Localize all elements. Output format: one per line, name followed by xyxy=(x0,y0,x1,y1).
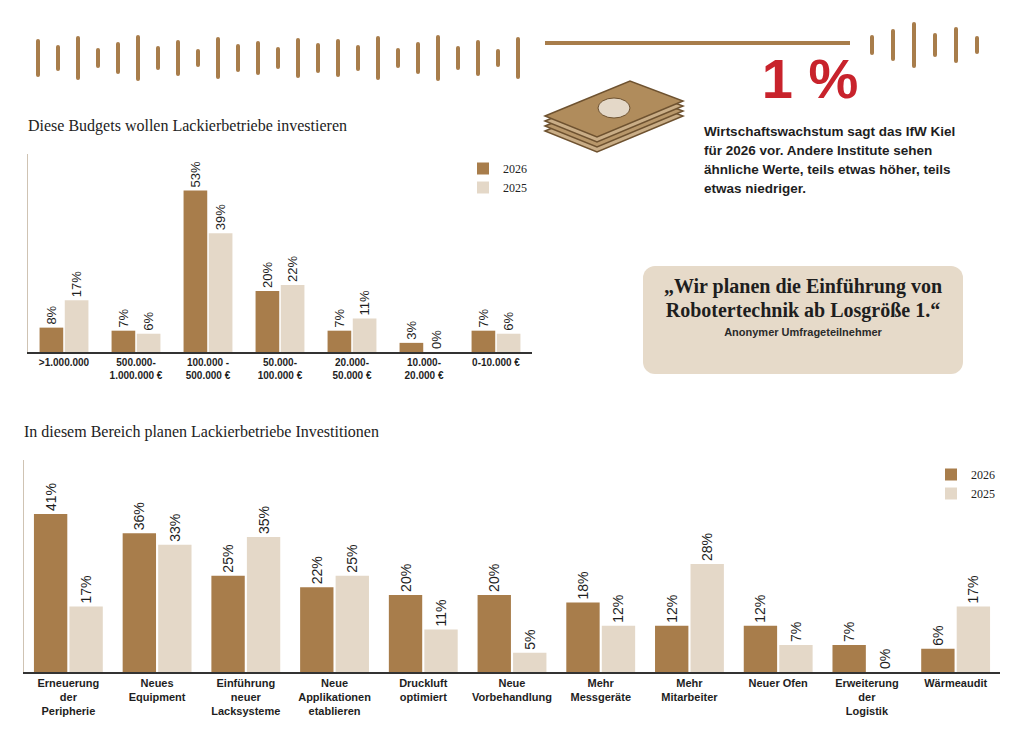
svg-text:2025: 2025 xyxy=(971,487,995,501)
svg-text:28%: 28% xyxy=(699,533,715,561)
html-text:Wirtschaftswachstum sagt das I: Wirtschaftswachstum sagt das IfW Kiel fü… xyxy=(704,124,956,196)
svg-text:7%: 7% xyxy=(476,308,491,327)
svg-text:MehrMessgeräte: MehrMessgeräte xyxy=(570,677,631,703)
svg-text:36%: 36% xyxy=(131,502,147,530)
svg-text:ErweiterungderLogistik: ErweiterungderLogistik xyxy=(835,677,899,718)
svg-text:>1.000.000: >1.000.000 xyxy=(39,357,90,368)
svg-text:5%: 5% xyxy=(522,629,538,649)
svg-text:20%: 20% xyxy=(260,262,275,288)
svg-text:0%: 0% xyxy=(429,330,444,349)
svg-text:7%: 7% xyxy=(332,308,347,327)
svg-text:ErneuerungderPeripherie: ErneuerungderPeripherie xyxy=(37,677,99,718)
svg-text:12%: 12% xyxy=(610,595,626,623)
svg-text:500.000-1.000.000 €: 500.000-1.000.000 € xyxy=(110,357,163,381)
svg-text:41%: 41% xyxy=(43,483,59,511)
svg-text:20%: 20% xyxy=(486,564,502,592)
svg-text:22%: 22% xyxy=(285,256,300,282)
svg-text:Druckluftoptimiert: Druckluftoptimiert xyxy=(399,677,448,703)
svg-text:7%: 7% xyxy=(841,622,857,642)
svg-text:11%: 11% xyxy=(433,600,449,627)
svg-text:0%: 0% xyxy=(877,649,893,669)
svg-text:53%: 53% xyxy=(188,161,203,187)
svg-text:6%: 6% xyxy=(930,626,946,646)
html-text:Anonymer Umfrageteilnehmer: Anonymer Umfrageteilnehmer xyxy=(724,326,882,338)
svg-text:0-10.000 €: 0-10.000 € xyxy=(472,357,520,368)
html-text:„Wir planen die Einführung von: „Wir planen die Einführung von Roboterte… xyxy=(663,275,943,321)
svg-text:2026: 2026 xyxy=(971,468,995,482)
svg-text:20.000-50.000 €: 20.000-50.000 € xyxy=(333,357,372,381)
svg-text:35%: 35% xyxy=(256,506,272,534)
svg-text:11%: 11% xyxy=(357,290,372,315)
svg-text:3%: 3% xyxy=(404,321,419,340)
svg-text:Diese Budgets wollen Lackierbe: Diese Budgets wollen Lackierbetriebe inv… xyxy=(28,117,347,135)
svg-text:25%: 25% xyxy=(344,545,360,573)
svg-text:NeuesEquipment: NeuesEquipment xyxy=(129,677,186,703)
html-text:1 %: 1 % xyxy=(761,47,859,110)
svg-text:8%: 8% xyxy=(44,305,59,324)
svg-text:EinführungneuerLacksysteme: EinführungneuerLacksysteme xyxy=(211,677,280,718)
svg-text:12%: 12% xyxy=(752,595,768,623)
svg-text:50.000-100.000 €: 50.000-100.000 € xyxy=(258,357,303,381)
svg-text:7%: 7% xyxy=(116,308,131,327)
svg-text:22%: 22% xyxy=(309,556,325,584)
svg-text:25%: 25% xyxy=(220,545,236,573)
svg-text:39%: 39% xyxy=(213,204,228,230)
svg-text:100.000 -500.000 €: 100.000 -500.000 € xyxy=(186,357,231,381)
svg-text:17%: 17% xyxy=(78,575,94,603)
svg-text:17%: 17% xyxy=(69,271,84,297)
svg-text:NeueVorbehandlung: NeueVorbehandlung xyxy=(472,677,552,703)
svg-text:Neuer Ofen: Neuer Ofen xyxy=(749,677,809,689)
svg-text:MehrMitarbeiter: MehrMitarbeiter xyxy=(661,677,718,703)
svg-text:6%: 6% xyxy=(501,311,516,330)
svg-text:2025: 2025 xyxy=(503,181,527,195)
svg-text:Wärmeaudit: Wärmeaudit xyxy=(924,677,987,689)
svg-text:NeueApplikationenetablieren: NeueApplikationenetablieren xyxy=(298,677,371,718)
svg-text:10.000-20.000 €: 10.000-20.000 € xyxy=(405,357,444,381)
svg-text:20%: 20% xyxy=(398,564,414,592)
svg-text:18%: 18% xyxy=(575,572,591,600)
svg-text:12%: 12% xyxy=(664,595,680,623)
svg-text:7%: 7% xyxy=(788,622,804,642)
svg-text:2026: 2026 xyxy=(503,162,527,176)
svg-text:17%: 17% xyxy=(965,575,981,603)
svg-text:33%: 33% xyxy=(167,514,183,542)
svg-text:In diesem Bereich planen Lacki: In diesem Bereich planen Lackierbetriebe… xyxy=(24,423,379,441)
svg-text:6%: 6% xyxy=(141,311,156,330)
